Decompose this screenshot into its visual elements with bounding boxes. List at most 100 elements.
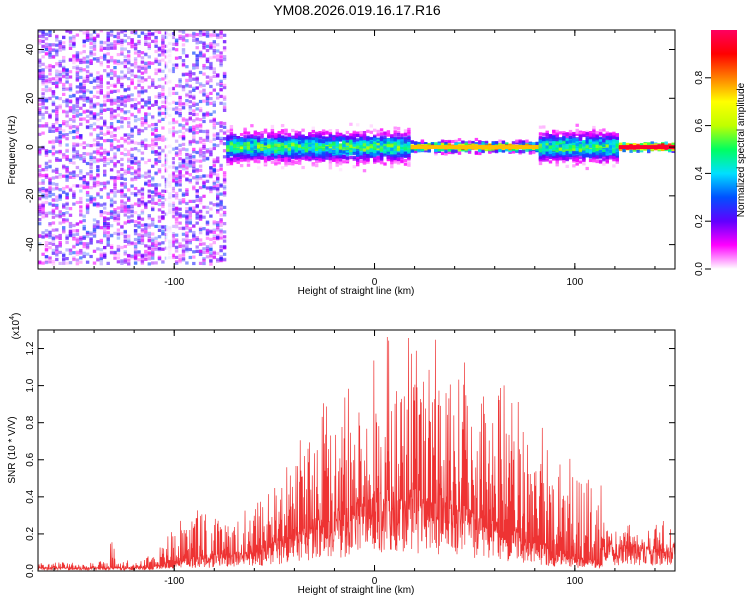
heatmap-cell (85, 73, 90, 77)
heatmap-cell (58, 127, 62, 131)
heatmap-cell (96, 147, 100, 151)
heatmap-cell (113, 34, 117, 39)
heatmap-cell (79, 117, 83, 121)
heatmap-cell (89, 59, 93, 63)
heatmap-cell (62, 65, 66, 69)
heatmap-cell (383, 143, 387, 147)
heatmap-cell (345, 158, 350, 162)
heatmap-cell (103, 151, 107, 155)
heatmap-cell (335, 151, 339, 155)
heatmap-cell (41, 124, 45, 128)
heatmap-cell (185, 240, 189, 244)
heatmap-cell (315, 140, 319, 144)
heatmap-cell (62, 190, 66, 194)
heatmap-cell (185, 221, 189, 225)
heatmap-cell (243, 144, 247, 148)
heatmap-cell (332, 145, 336, 150)
heatmap-cell (284, 138, 288, 142)
heatmap-cell (373, 137, 377, 141)
heatmap-cell (185, 192, 189, 197)
heatmap-cell (212, 182, 216, 186)
heatmap-cell (48, 51, 52, 55)
heatmap-cell (68, 251, 73, 256)
heatmap-cell (113, 114, 117, 118)
heatmap-cell (147, 225, 151, 229)
heatmap-cell (321, 139, 326, 143)
heatmap-cell (311, 133, 315, 137)
heatmap-cell (178, 112, 182, 116)
heatmap-cell (328, 154, 333, 158)
heatmap-cell (205, 236, 210, 240)
heatmap-cell (123, 169, 127, 173)
heatmap-cell (44, 47, 49, 52)
heatmap-cell (92, 150, 97, 154)
heatmap-cell (133, 170, 138, 174)
heatmap-cell (181, 227, 186, 231)
heatmap-cell (140, 60, 145, 64)
heatmap-cell (379, 142, 384, 146)
heatmap-cell (127, 204, 131, 209)
heatmap-cell (140, 117, 145, 121)
heatmap-cell (356, 123, 360, 127)
heatmap-cell (65, 175, 69, 179)
heatmap-cell (41, 181, 45, 185)
heatmap-cell (335, 129, 339, 133)
heatmap-cell (212, 158, 216, 162)
heatmap-cell (188, 155, 192, 160)
heatmap-cell (123, 30, 127, 32)
heatmap-cell (109, 246, 114, 250)
heatmap-cell (219, 184, 223, 188)
heatmap-cell (157, 92, 162, 96)
heatmap-cell (205, 136, 210, 140)
heatmap-cell (192, 94, 196, 98)
heatmap-cell (280, 154, 285, 158)
heatmap-cell (147, 234, 151, 238)
heatmap-cell (127, 259, 131, 263)
heatmap-cell (202, 227, 206, 231)
heatmap-cell (181, 88, 186, 92)
heatmap-cell (216, 136, 220, 140)
heatmap-cell (202, 142, 206, 146)
heatmap-cell (96, 175, 100, 179)
heatmap-cell (205, 205, 210, 209)
heatmap-cell (352, 130, 356, 134)
heatmap-cell (195, 39, 199, 43)
heatmap-cell (219, 138, 223, 143)
heatmap-cell (41, 62, 45, 66)
heatmap-cell (41, 105, 45, 109)
heatmap-cell (96, 247, 100, 251)
heatmap-cell (96, 84, 100, 88)
heatmap-cell (376, 137, 380, 141)
heatmap-cell (277, 140, 281, 144)
heatmap-cell (198, 99, 203, 104)
heatmap-cell (181, 51, 186, 55)
heatmap-cell (171, 63, 175, 67)
heatmap-cell (38, 70, 42, 74)
heatmap-cell (133, 86, 138, 90)
heatmap-cell (92, 203, 97, 207)
heatmap-cell (151, 253, 155, 257)
heatmap-cell (41, 76, 45, 81)
heatmap-cell (79, 97, 83, 101)
heatmap-cell (195, 150, 199, 155)
heatmap-cell (178, 201, 182, 205)
heatmap-cell (75, 237, 80, 241)
heatmap-cell (205, 92, 210, 96)
heatmap-cell (116, 99, 121, 103)
heatmap-cell (373, 159, 377, 163)
heatmap-cell (38, 60, 42, 64)
heatmap-cell (106, 157, 110, 162)
heatmap-cell (253, 139, 257, 143)
heatmap-cell (219, 192, 223, 196)
heatmap-cell (82, 86, 86, 90)
heatmap-cell (311, 140, 315, 144)
heatmap-cell (147, 244, 151, 248)
heatmap-cell (147, 171, 151, 175)
heatmap-cell (226, 129, 230, 133)
heatmap-cell (171, 241, 175, 245)
heatmap-cell (62, 174, 66, 178)
heatmap-cell (62, 254, 66, 258)
heatmap-cell (174, 101, 179, 105)
heatmap-cell (120, 70, 124, 74)
heatmap-cell (185, 103, 189, 107)
